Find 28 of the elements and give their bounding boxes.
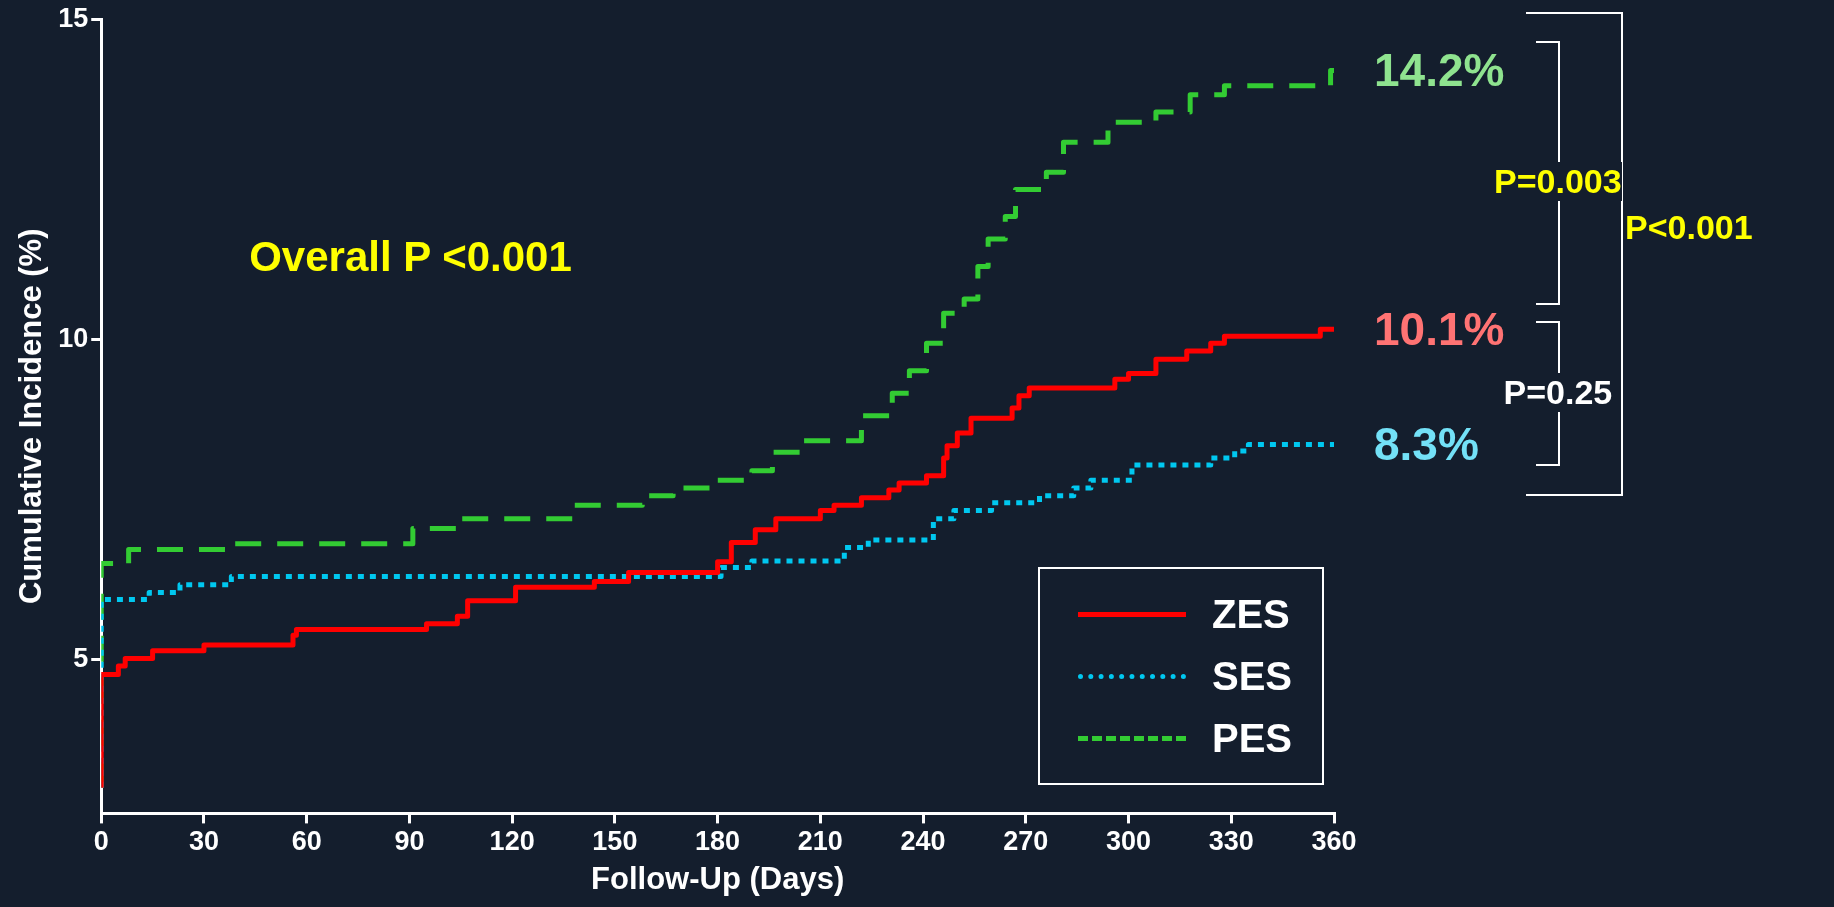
y-tick-label: 10: [58, 322, 89, 353]
x-tick-label: 360: [1311, 826, 1357, 857]
x-axis-title: Follow-Up (Days): [591, 860, 845, 896]
x-tick-label: 180: [695, 826, 741, 857]
y-tick-label: 15: [58, 2, 89, 33]
x-tick-label: 90: [394, 826, 425, 857]
x-tick-label: 210: [797, 826, 843, 857]
x-tick-label: 0: [93, 826, 109, 857]
text: P<0.001: [1625, 207, 1753, 247]
legend-label: PES: [1212, 715, 1293, 761]
x-tick-label: 240: [900, 826, 946, 857]
y-tick-label: 5: [73, 643, 89, 674]
x-tick-label: 300: [1106, 826, 1152, 857]
text: 8.3%: [1374, 417, 1479, 472]
text: P=0.003: [1494, 162, 1622, 202]
text: P=0.25: [1503, 373, 1613, 413]
text: 14.2%: [1374, 43, 1505, 98]
x-tick-label: 120: [489, 826, 535, 857]
x-tick-label: 330: [1208, 826, 1254, 857]
legend-label: ZES: [1212, 591, 1290, 637]
legend-label: SES: [1212, 653, 1293, 699]
annotation: Overall P <0.001: [249, 233, 572, 282]
y-axis-title: Cumulative Incidence (%): [13, 228, 49, 605]
x-tick-label: 150: [592, 826, 638, 857]
text: 10.1%: [1374, 302, 1505, 357]
x-tick-label: 30: [188, 826, 219, 857]
x-tick-label: 60: [291, 826, 322, 857]
x-tick-label: 270: [1003, 826, 1049, 857]
